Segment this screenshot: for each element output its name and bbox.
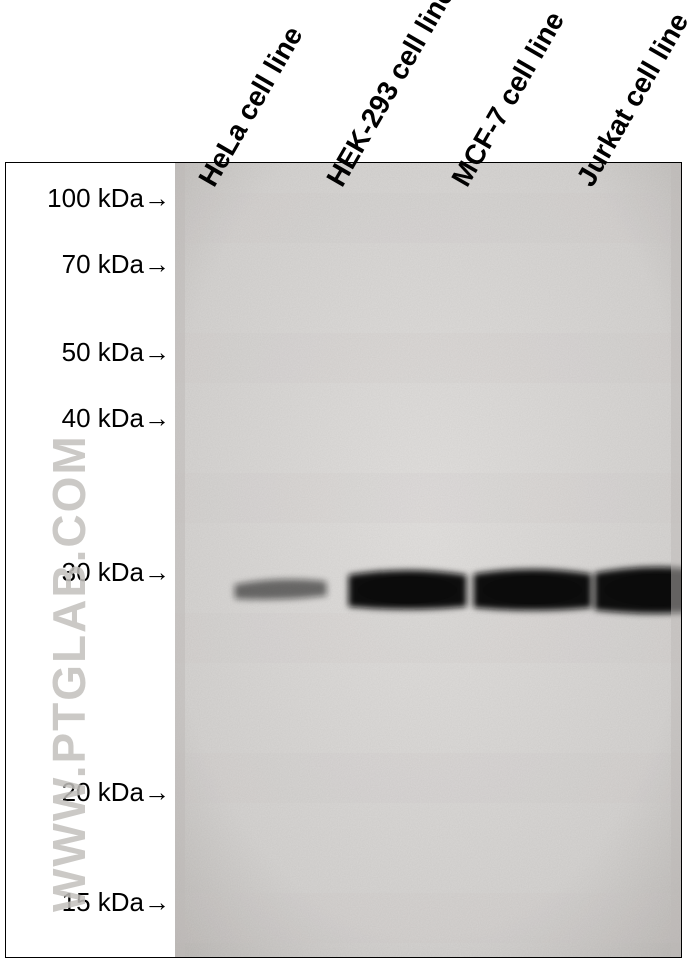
western-blot-figure: HeLa cell lineHEK-293 cell lineMCF-7 cel…	[0, 0, 687, 963]
mw-marker-label: 20 kDa→	[62, 777, 170, 808]
mw-marker-label: 100 kDa→	[47, 183, 170, 214]
mw-marker-label: 70 kDa→	[62, 249, 170, 280]
mw-marker-label: 40 kDa→	[62, 403, 170, 434]
mw-marker-label: 15 kDa→	[62, 887, 170, 918]
mw-marker-label: 30 kDa→	[62, 557, 170, 588]
mw-marker-label: 50 kDa→	[62, 337, 170, 368]
blot-svg	[175, 163, 681, 957]
blot-membrane	[175, 163, 681, 957]
